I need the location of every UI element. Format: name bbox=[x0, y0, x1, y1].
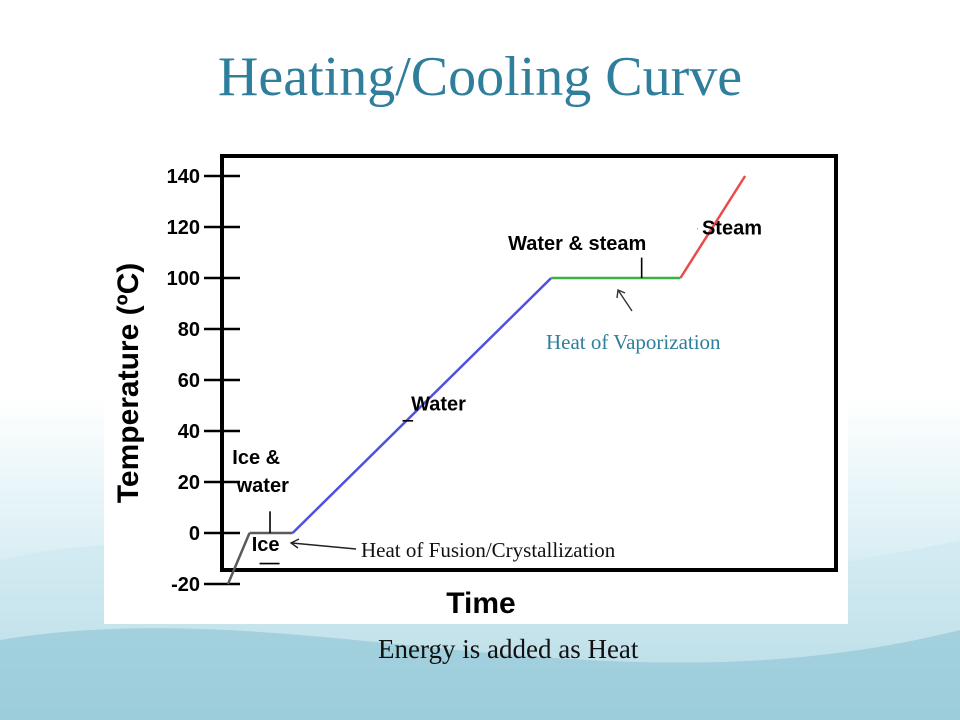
annotation-label: Water bbox=[411, 394, 466, 416]
annotation-label: water bbox=[236, 475, 289, 497]
slide-caption: Energy is added as Heat bbox=[378, 634, 639, 664]
y-tick-label: 100 bbox=[167, 268, 200, 290]
plot-frame bbox=[220, 154, 838, 572]
heating-curve-chart: -20 0 20 40 60 80 100 120 140 Time Temperature (ºC… bbox=[104, 128, 848, 624]
y-tick-label: -20 bbox=[171, 574, 200, 596]
y-tick-label: 60 bbox=[178, 370, 200, 392]
series-line-steam bbox=[679, 175, 747, 279]
y-tick-label: 140 bbox=[167, 166, 200, 188]
y-tick-label: 40 bbox=[178, 421, 200, 443]
annotation-label: Water & steam bbox=[508, 233, 646, 255]
annotation-label: Steam bbox=[702, 218, 762, 240]
chart-plot-layer: -20 0 20 40 60 80 100 120 140 Time Temperature (ºC… bbox=[112, 154, 838, 620]
series-line-water bbox=[291, 277, 553, 534]
heat-of-vaporization-callout: Heat of Vaporization bbox=[546, 330, 721, 354]
y-tick-label: 80 bbox=[178, 319, 200, 341]
annotation-label: Ice & bbox=[232, 447, 280, 469]
annotation-label: Ice bbox=[252, 534, 280, 556]
y-tick-label: 120 bbox=[167, 217, 200, 239]
series-line-ice bbox=[226, 532, 251, 585]
x-axis-label: Time bbox=[446, 587, 515, 620]
y-axis-label: Temperature (ºC) bbox=[112, 263, 145, 503]
heat-of-fusion-callout: Heat of Fusion/Crystallization bbox=[361, 538, 616, 562]
y-tick-label: 0 bbox=[189, 523, 200, 545]
slide-title: Heating/Cooling Curve bbox=[217, 46, 743, 108]
y-tick-label: 20 bbox=[178, 472, 200, 494]
